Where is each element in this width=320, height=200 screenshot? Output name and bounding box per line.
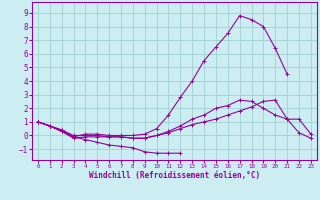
X-axis label: Windchill (Refroidissement éolien,°C): Windchill (Refroidissement éolien,°C) [89,171,260,180]
